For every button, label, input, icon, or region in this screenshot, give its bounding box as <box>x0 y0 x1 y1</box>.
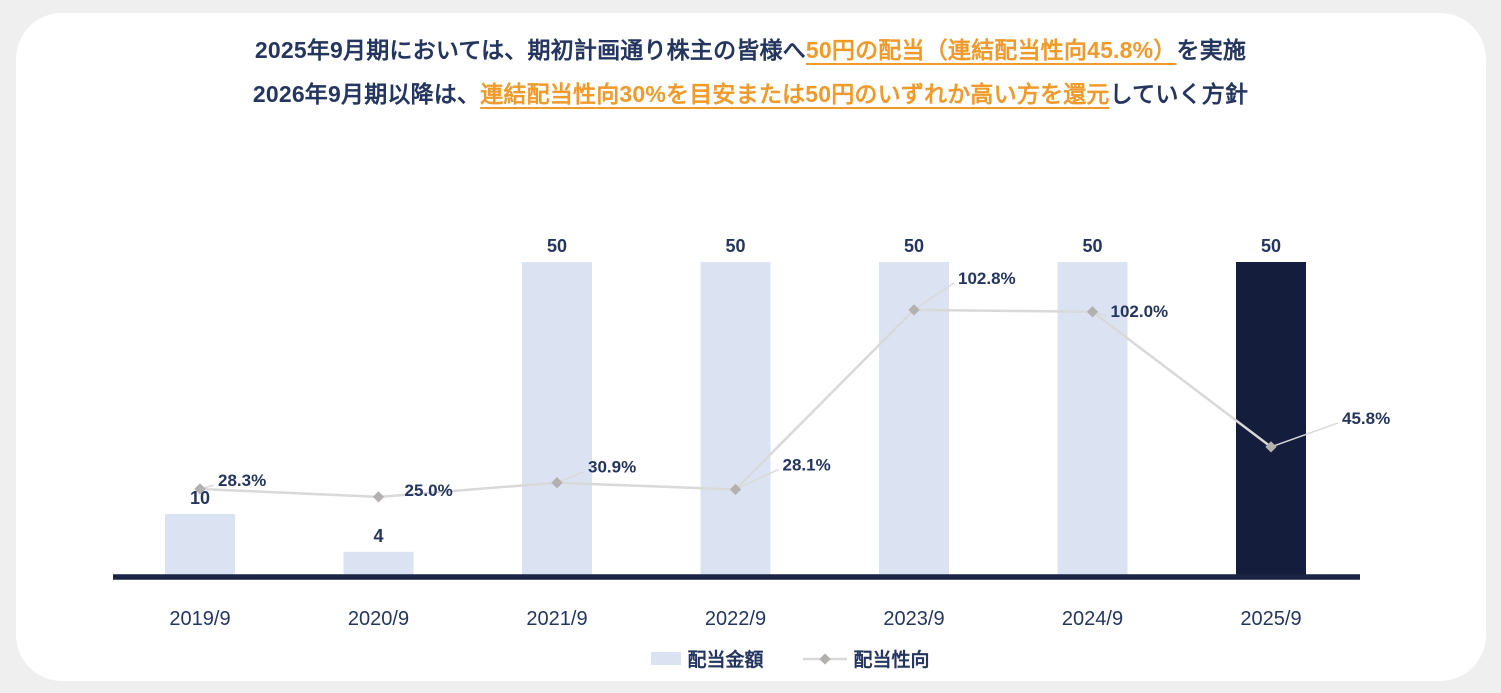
bar-value-label-2022-9: 50 <box>725 236 745 256</box>
line-value-label-2023-9: 102.8% <box>958 269 1016 288</box>
bar-value-label-2021-9: 50 <box>547 236 567 256</box>
headline-line-2: 2026年9月期以降は、連結配当性向30%を目安または50円のいずれか高い方を還… <box>0 72 1501 116</box>
headline-2-suffix: していく方針 <box>1109 81 1249 107</box>
headline-1-suffix: を実施 <box>1176 37 1247 63</box>
headline-1-prefix: 2025年9月期においては、期初計画通り株主の皆様へ <box>254 37 806 63</box>
bar-2019-9 <box>165 514 235 577</box>
legend-line-marker <box>818 652 831 665</box>
bar-value-label-2020-9: 4 <box>373 526 383 546</box>
x-axis-label-2020-9: 2020/9 <box>348 608 409 630</box>
bar-2025-9 <box>1236 262 1306 577</box>
bar-value-label-2024-9: 50 <box>1082 236 1102 256</box>
line-marker-2025-9 <box>1265 441 1277 453</box>
line-marker-2024-9 <box>1086 306 1099 318</box>
dividend-chart: 10 4 50 50 50 50 50 28.3% 2019/9 25.0% 2020/9 30.9%… <box>113 236 1390 630</box>
line-value-label-2024-9: 102.0% <box>1111 302 1169 321</box>
bar-series-swatch-icon <box>651 652 682 665</box>
legend-bar-label: 配当金額 <box>687 650 764 671</box>
bar-value-label-2023-9: 50 <box>904 236 924 256</box>
x-axis-label-2022-9: 2022/9 <box>705 608 766 630</box>
line-value-label-2022-9: 28.1% <box>783 455 831 474</box>
slide-headline: 2025年9月期においては、期初計画通り株主の皆様へ50円の配当（連結配当性向4… <box>0 28 1501 116</box>
line-value-label-2025-9: 45.8% <box>1342 409 1390 428</box>
x-axis-label-2019-9: 2019/9 <box>169 608 230 630</box>
label-leader-line <box>1270 422 1339 448</box>
bar-2021-9 <box>522 262 592 577</box>
bar-value-label-2025-9: 50 <box>1261 236 1281 256</box>
headline-2-prefix: 2026年9月期以降は、 <box>252 81 481 107</box>
legend-item-line: 配当性向 <box>802 645 930 672</box>
bar-value-label-2019-9: 10 <box>190 488 210 508</box>
label-leader-line <box>556 471 585 484</box>
x-axis-label-2024-9: 2024/9 <box>1062 608 1123 630</box>
line-marker-2020-9 <box>372 491 385 503</box>
bar-2022-9 <box>700 262 771 577</box>
legend-line-label: 配当性向 <box>853 650 930 671</box>
headline-2-highlight: 連結配当性向30%を目安または50円のいずれか高い方を還元 <box>480 81 1110 107</box>
line-series-sample-icon <box>802 652 847 665</box>
line-value-label-2020-9: 25.0% <box>405 481 453 500</box>
x-axis-label-2021-9: 2021/9 <box>526 608 587 630</box>
x-axis-label-2023-9: 2023/9 <box>883 608 944 630</box>
label-leader-line <box>913 282 955 311</box>
line-value-label-2021-9: 30.9% <box>588 458 636 477</box>
line-value-label-2019-9: 28.3% <box>218 471 266 490</box>
headline-line-1: 2025年9月期においては、期初計画通り株主の皆様へ50円の配当（連結配当性向4… <box>0 28 1501 72</box>
chart-legend: 配当金額 配当性向 <box>40 645 1501 672</box>
legend-item-bar: 配当金額 <box>651 645 764 672</box>
bar-2020-9 <box>343 551 414 577</box>
label-leader-line <box>735 468 779 491</box>
x-axis-label-2025-9: 2025/9 <box>1240 608 1301 630</box>
headline-1-highlight: 50円の配当（連結配当性向45.8%） <box>805 37 1177 63</box>
